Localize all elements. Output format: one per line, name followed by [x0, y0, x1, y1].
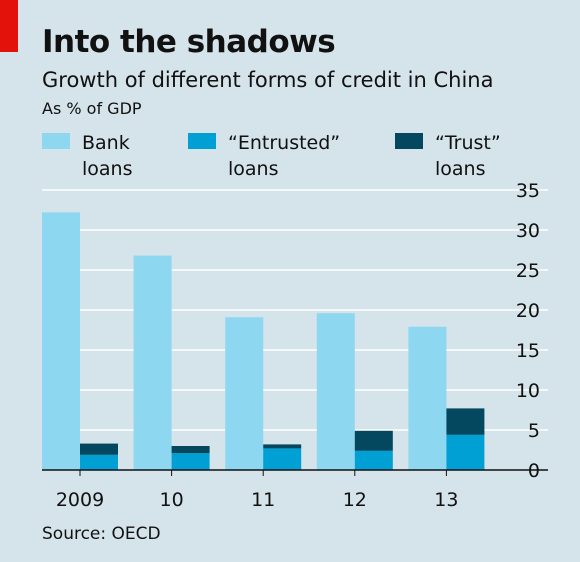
chart-subtitle: Growth of different forms of credit in C…	[42, 68, 494, 92]
chart-title: Into the shadows	[42, 24, 336, 60]
legend-label-line1: “Trust”	[435, 132, 501, 154]
legend-label-line2: loans	[435, 158, 486, 180]
y-tick-label: 15	[516, 340, 540, 362]
x-tick-label: 2009	[56, 489, 104, 511]
bar-bank-loans	[42, 212, 80, 470]
y-tick-label: 20	[516, 300, 540, 322]
x-tick-label: 11	[251, 489, 275, 511]
bar-entrusted-loans	[80, 454, 118, 470]
legend-label-line1: Bank	[82, 132, 130, 154]
bar-bank-loans	[225, 317, 264, 470]
legend-label-line2: loans	[228, 158, 279, 180]
red-corner-tag	[0, 0, 18, 52]
bar-trust-loans	[263, 444, 302, 449]
y-tick-label: 0	[528, 460, 540, 482]
y-tick-label: 30	[516, 220, 540, 242]
bar-bank-loans	[133, 255, 172, 470]
y-tick-label: 10	[516, 380, 540, 402]
legend-label-trust-loans: “Trust” loans	[435, 130, 575, 182]
legend-swatch-trust-loans	[395, 133, 423, 149]
bar-entrusted-loans	[171, 453, 210, 470]
legend-label-line1: “Entrusted”	[228, 132, 341, 154]
bar-entrusted-loans	[354, 450, 393, 470]
y-tick-label: 35	[516, 180, 540, 202]
x-tick-label: 10	[160, 489, 184, 511]
legend-label-bank-loans: Bank loans	[82, 130, 222, 182]
bar-trust-loans	[354, 430, 393, 451]
bar-trust-loans	[80, 443, 118, 455]
legend-label-line2: loans	[82, 158, 133, 180]
legend-swatch-bank-loans	[42, 133, 70, 149]
y-tick-label: 25	[516, 260, 540, 282]
legend-label-entrusted-loans: “Entrusted” loans	[228, 130, 368, 182]
bar-bank-loans	[408, 326, 447, 470]
bar-entrusted-loans	[263, 448, 302, 470]
bar-bank-loans	[316, 313, 355, 470]
unit-label: As % of GDP	[42, 99, 142, 118]
bar-trust-loans	[446, 408, 485, 435]
x-tick-label: 13	[434, 489, 458, 511]
x-tick-label: 12	[343, 489, 367, 511]
y-tick-label: 5	[528, 420, 540, 442]
bar-trust-loans	[171, 446, 210, 454]
source-note: Source: OECD	[42, 524, 161, 544]
bar-entrusted-loans	[446, 434, 485, 470]
legend-swatch-entrusted-loans	[188, 133, 216, 149]
